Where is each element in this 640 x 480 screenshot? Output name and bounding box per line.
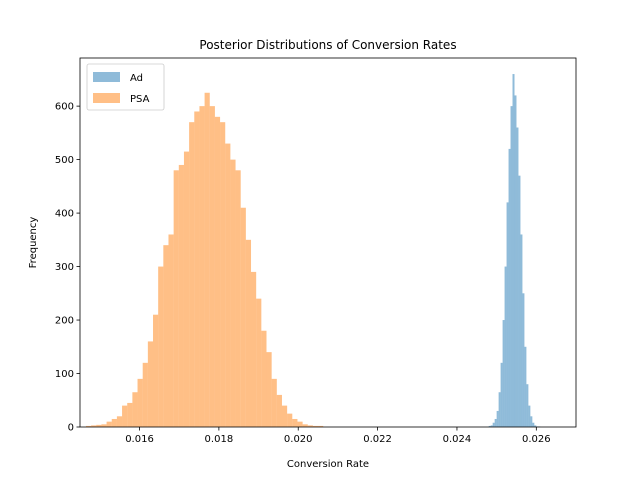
histogram-bar [500, 362, 503, 427]
histogram-bar [96, 424, 102, 427]
histogram-bar [101, 424, 107, 427]
y-tick-label: 400 [55, 209, 74, 220]
y-axis-label: Frequency [28, 217, 39, 269]
histogram-bar [245, 239, 252, 427]
histogram-bar [230, 159, 236, 427]
chart-title: Posterior Distributions of Conversion Ra… [199, 38, 456, 52]
histogram-bar [91, 425, 97, 427]
histogram-bar [137, 378, 143, 427]
histogram-bar [85, 425, 92, 427]
histogram-bar [111, 418, 117, 427]
x-axis-label: Conversion Rate [287, 459, 369, 470]
y-tick-label: 500 [55, 155, 74, 166]
y-tick-label: 100 [55, 369, 74, 380]
histogram-bar [302, 424, 308, 427]
histogram-bar [204, 92, 210, 428]
histogram-bar [147, 341, 154, 427]
histogram-bar [183, 151, 190, 427]
y-axis: 0 100 200 300 400 500 600 [55, 102, 80, 434]
legend-swatch-psa [93, 93, 120, 103]
histogram-bar [276, 394, 282, 427]
y-tick-label: 300 [55, 262, 74, 273]
histogram-bar [502, 320, 505, 427]
histogram-bar [514, 95, 517, 427]
histogram-bar [510, 106, 513, 427]
histogram-bar [106, 421, 112, 427]
histogram-bar [235, 170, 241, 427]
x-tick-label: 0.024 [443, 434, 472, 445]
histogram-bar [520, 234, 523, 427]
histogram-bar [142, 362, 148, 427]
histogram-bar [132, 392, 138, 427]
histogram-bar [251, 271, 257, 427]
histogram-bar [158, 266, 164, 427]
legend-label-psa: PSA [130, 94, 150, 105]
histogram-bar [526, 384, 529, 427]
plot-area-frame [79, 57, 577, 428]
histogram-bar [534, 425, 537, 427]
histogram-bar [292, 418, 298, 427]
histogram-bar [266, 352, 272, 427]
histogram-bar [116, 416, 123, 427]
histogram-bar [528, 405, 531, 427]
histogram-bar [318, 425, 324, 427]
series-ad [488, 74, 541, 428]
histogram-bar [522, 293, 525, 427]
histogram-bar [488, 425, 491, 427]
histogram-bar [173, 170, 179, 427]
histogram-bar [518, 175, 521, 427]
histogram-bar [194, 111, 200, 427]
histogram-bar [516, 127, 519, 428]
histogram-bar [307, 425, 313, 427]
histogram-bar [261, 330, 267, 427]
x-tick-label: 0.022 [363, 434, 392, 445]
y-tick-label: 0 [68, 423, 74, 434]
histogram-bar [506, 202, 509, 427]
histogram-bar [153, 314, 159, 427]
legend-box [86, 63, 165, 111]
histogram-bar [490, 425, 493, 427]
histogram-bar [199, 106, 205, 427]
x-axis: 0.016 0.018 0.020 0.022 0.024 0.026 [125, 427, 551, 445]
histogram-bar [287, 413, 293, 427]
legend-label-ad: Ad [130, 73, 143, 84]
histogram-bar [214, 116, 221, 428]
histogram-bar [271, 378, 277, 427]
histogram-bar [178, 164, 184, 427]
histogram-bar [127, 402, 133, 427]
histogram-bar [530, 416, 533, 427]
histogram-bar [220, 122, 226, 427]
histogram-bar [189, 122, 195, 427]
histogram-bar [494, 418, 497, 427]
histogram-bar [209, 106, 215, 427]
legend-swatch-ad [93, 72, 120, 82]
histogram-bar [297, 421, 303, 427]
histogram-bar [498, 392, 501, 427]
x-tick-label: 0.020 [284, 434, 313, 445]
y-tick-label: 600 [55, 102, 74, 113]
histogram-bar [240, 207, 246, 427]
x-tick-label: 0.026 [522, 434, 551, 445]
histogram-bar [512, 74, 515, 427]
series-psa [85, 92, 324, 428]
x-tick-label: 0.018 [205, 434, 234, 445]
histogram-bar [496, 410, 499, 427]
histogram-bar [163, 245, 169, 427]
histogram-bar [524, 346, 527, 427]
histogram-bar [492, 422, 495, 427]
histogram-bar [312, 425, 319, 427]
x-tick-label: 0.016 [125, 434, 154, 445]
histogram-bar [225, 143, 231, 427]
histogram-bar [122, 405, 128, 427]
histogram-bars [85, 74, 541, 428]
y-tick-label: 200 [55, 316, 74, 327]
histogram-bar [504, 266, 507, 427]
histogram-bar [532, 422, 535, 427]
histogram-bar [168, 234, 174, 427]
legend: Ad PSA [86, 63, 165, 111]
histogram-bar [281, 405, 288, 427]
histogram-bar [508, 148, 511, 428]
histogram-bar [256, 298, 262, 427]
